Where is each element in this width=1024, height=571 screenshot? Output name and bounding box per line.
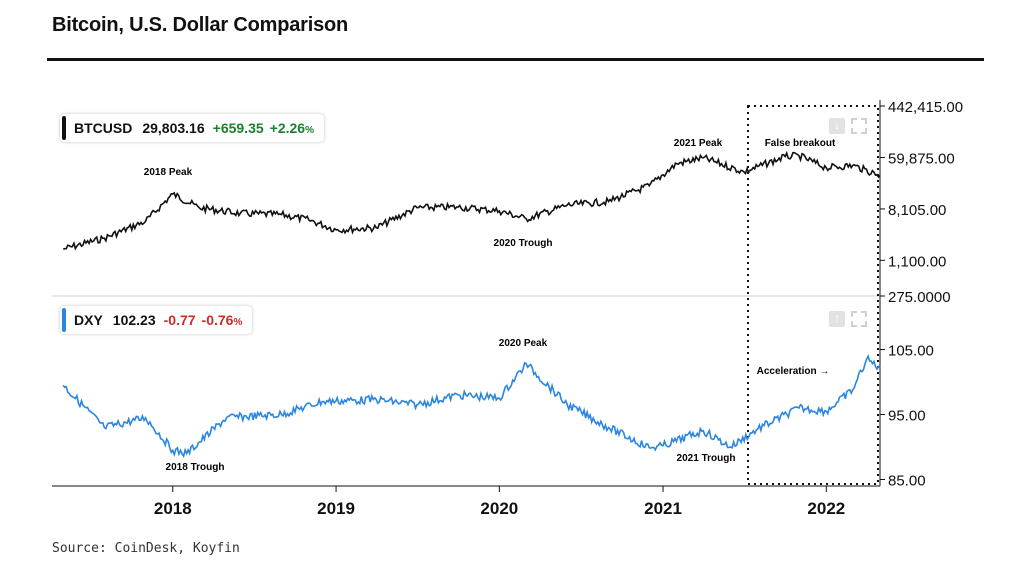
title-divider: [47, 58, 984, 61]
download-icon[interactable]: ↓: [829, 118, 845, 134]
btc-change: +659.35: [212, 120, 264, 136]
dxy-change: -0.77: [163, 312, 196, 328]
x-tick-label: 2020: [480, 499, 518, 518]
chart-title: Bitcoin, U.S. Dollar Comparison: [52, 14, 349, 36]
annotation-2021-peak: 2021 Peak: [674, 138, 723, 149]
dxy-y-ticks: 105.00 95.00 85.00: [880, 343, 934, 490]
btc-symbol: BTCUSD: [74, 120, 133, 136]
dxy-price: 102.23: [112, 312, 156, 328]
x-tick-label: 2018: [154, 499, 192, 518]
fullscreen-icon[interactable]: [851, 311, 867, 327]
annotation-false-breakout: False breakout: [765, 138, 836, 149]
btc-y-tick-label: 8,105.00: [888, 202, 946, 219]
btc-y-tick-label: 1,100.00: [888, 253, 946, 270]
annotation-2020-trough: 2020 Trough: [494, 238, 553, 249]
btc-pct-value: +2.26: [269, 120, 306, 136]
btc-y-tick-label: 442,415.00: [888, 99, 963, 116]
dxy-y-tick-label: 105.00: [888, 343, 934, 360]
x-tick-label: 2021: [644, 499, 682, 518]
btc-y-tick-label: 275.0000: [888, 289, 951, 306]
btc-change-pct: +2.26%: [270, 120, 314, 136]
btc-series-line: [62, 150, 881, 251]
dxy-pct-value: -0.76: [201, 312, 234, 328]
upload-icon[interactable]: ↑: [829, 311, 845, 327]
btc-y-tick-label: 59,875.00: [888, 150, 955, 167]
dxy-color-swatch: [62, 308, 66, 332]
btc-y-ticks: 442,415.00 59,875.00 8,105.00 1,100.00 275.0…: [880, 99, 963, 306]
dxy-symbol: DXY: [74, 312, 103, 328]
annotation-2018-trough: 2018 Trough: [166, 462, 225, 473]
highlight-box: [747, 105, 879, 485]
x-tick-label: 2022: [807, 499, 845, 518]
annotation-2018-peak: 2018 Peak: [144, 167, 193, 178]
annotation-acceleration: Acceleration →: [757, 366, 830, 377]
dxy-change-pct: -0.76%: [202, 312, 243, 328]
dxy-y-tick-label: 85.00: [888, 473, 926, 490]
annotation-2020-peak: 2020 Peak: [499, 338, 548, 349]
x-axis-ticks: 2018 2019 2020 2021 2022: [154, 486, 845, 518]
dxy-pct-unit: %: [233, 317, 243, 328]
x-tick-label: 2019: [317, 499, 355, 518]
dxy-y-tick-label: 95.00: [888, 408, 926, 425]
btc-pct-unit: %: [305, 125, 314, 136]
btc-color-swatch: [62, 116, 66, 140]
dxy-series-line: [62, 354, 881, 459]
annotation-2021-trough: 2021 Trough: [677, 453, 736, 464]
fullscreen-icon[interactable]: [851, 118, 867, 134]
dxy-legend: DXY 102.23 -0.77 -0.76%: [60, 306, 253, 334]
btc-price: 29,803.16: [142, 120, 205, 136]
btc-legend: BTCUSD 29,803.16 +659.35 +2.26%: [60, 114, 324, 142]
source-note: Source: CoinDesk, Koyfin: [52, 541, 240, 556]
